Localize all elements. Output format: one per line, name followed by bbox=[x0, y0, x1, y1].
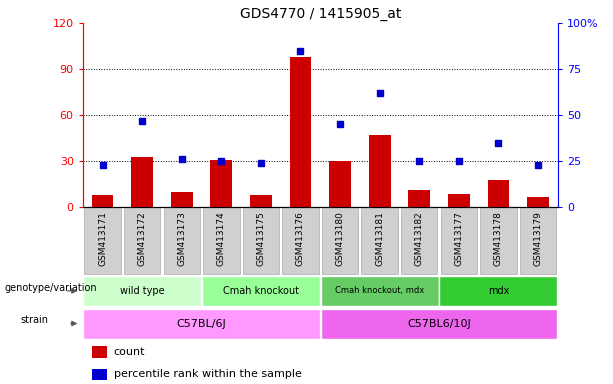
Text: GSM413173: GSM413173 bbox=[177, 211, 186, 266]
Text: C57BL6/10J: C57BL6/10J bbox=[407, 318, 471, 329]
Point bbox=[295, 48, 305, 54]
Bar bbox=[250, 195, 272, 207]
Text: GSM413180: GSM413180 bbox=[335, 211, 345, 266]
Bar bbox=[448, 194, 470, 207]
Bar bbox=[124, 208, 161, 274]
Text: GSM413182: GSM413182 bbox=[415, 211, 424, 266]
Bar bbox=[321, 276, 439, 306]
Bar bbox=[243, 208, 279, 274]
Bar bbox=[362, 208, 398, 274]
Bar bbox=[408, 190, 430, 207]
Bar bbox=[441, 208, 477, 274]
Text: GSM413171: GSM413171 bbox=[98, 211, 107, 266]
Bar bbox=[92, 195, 113, 207]
Text: GSM413176: GSM413176 bbox=[296, 211, 305, 266]
Point bbox=[216, 158, 226, 164]
Text: GSM413174: GSM413174 bbox=[217, 211, 226, 266]
Bar bbox=[440, 276, 557, 306]
Text: GSM413178: GSM413178 bbox=[494, 211, 503, 266]
Bar bbox=[527, 197, 549, 207]
Point bbox=[137, 118, 147, 124]
Bar bbox=[93, 369, 107, 379]
Text: GSM413181: GSM413181 bbox=[375, 211, 384, 266]
Bar bbox=[93, 346, 107, 358]
Text: mdx: mdx bbox=[488, 286, 509, 296]
Point bbox=[256, 160, 266, 166]
Bar bbox=[329, 161, 351, 207]
Point bbox=[177, 156, 186, 162]
Bar bbox=[322, 208, 359, 274]
Text: GSM413172: GSM413172 bbox=[138, 211, 147, 266]
Text: count: count bbox=[113, 347, 145, 357]
Point bbox=[335, 121, 345, 127]
Text: GSM413177: GSM413177 bbox=[454, 211, 463, 266]
Bar bbox=[85, 208, 121, 274]
Bar bbox=[487, 180, 509, 207]
Text: Cmah knockout, mdx: Cmah knockout, mdx bbox=[335, 286, 424, 295]
Bar bbox=[289, 57, 311, 207]
Bar bbox=[171, 192, 192, 207]
Point bbox=[533, 162, 543, 168]
Text: genotype/variation: genotype/variation bbox=[4, 283, 97, 293]
Point bbox=[375, 90, 384, 96]
Text: percentile rank within the sample: percentile rank within the sample bbox=[113, 369, 302, 379]
Text: strain: strain bbox=[21, 315, 48, 325]
Bar bbox=[202, 276, 320, 306]
Bar bbox=[321, 308, 557, 339]
Point bbox=[414, 158, 424, 164]
Text: C57BL/6J: C57BL/6J bbox=[177, 318, 226, 329]
Text: GSM413175: GSM413175 bbox=[256, 211, 265, 266]
Point bbox=[97, 162, 107, 168]
Bar bbox=[480, 208, 517, 274]
Point bbox=[454, 158, 464, 164]
Bar bbox=[369, 135, 390, 207]
Bar bbox=[83, 276, 201, 306]
Text: Cmah knockout: Cmah knockout bbox=[223, 286, 299, 296]
Bar bbox=[83, 308, 320, 339]
Bar bbox=[283, 208, 319, 274]
Bar bbox=[210, 160, 232, 207]
Bar bbox=[203, 208, 240, 274]
Bar bbox=[520, 208, 556, 274]
Bar bbox=[401, 208, 438, 274]
Text: wild type: wild type bbox=[120, 286, 164, 296]
Title: GDS4770 / 1415905_at: GDS4770 / 1415905_at bbox=[240, 7, 401, 21]
Point bbox=[493, 140, 503, 146]
Text: GSM413179: GSM413179 bbox=[533, 211, 543, 266]
Bar bbox=[131, 157, 153, 207]
Bar bbox=[164, 208, 200, 274]
